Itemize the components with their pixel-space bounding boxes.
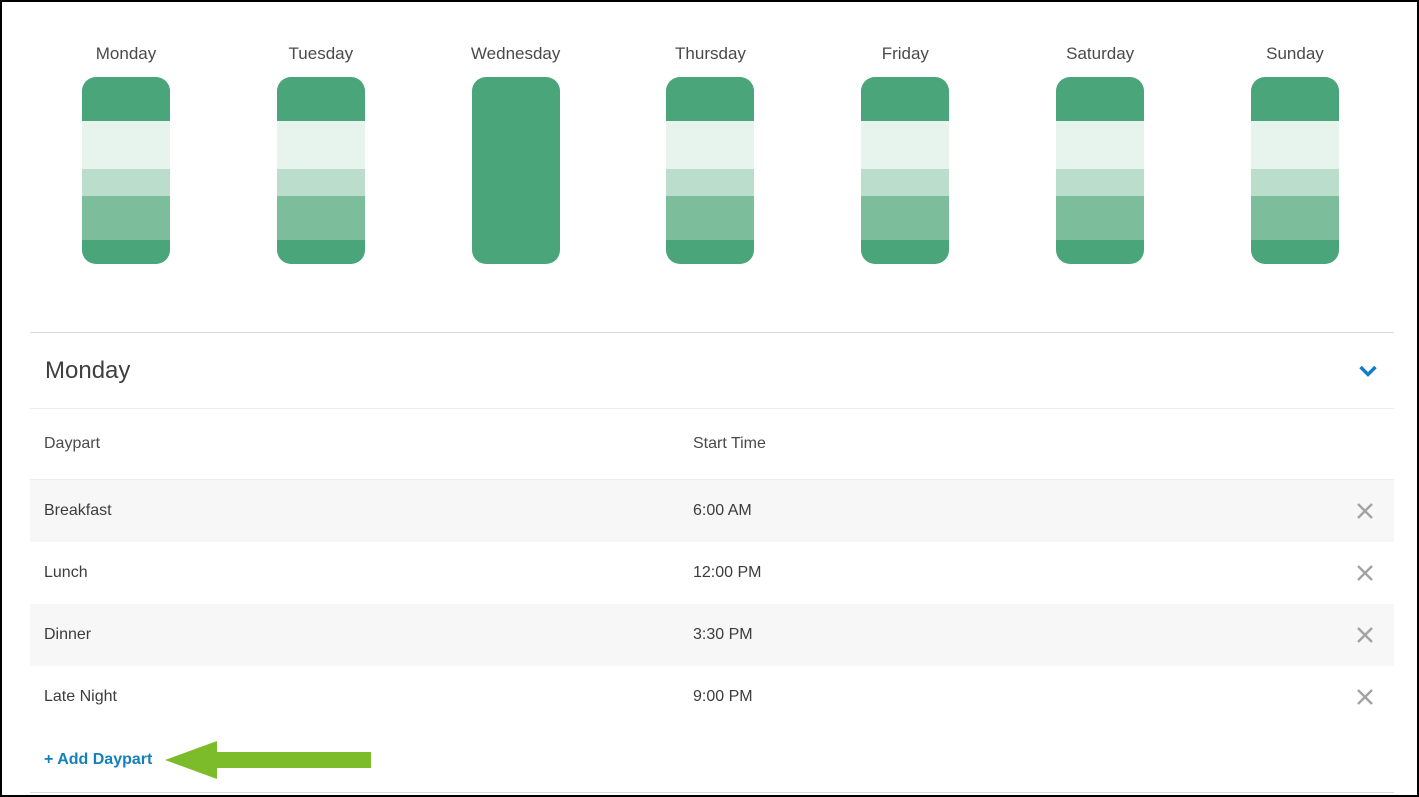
- daypart-segment: [1250, 239, 1339, 264]
- day-schedule-bar[interactable]: [276, 77, 365, 264]
- day-schedule-bar[interactable]: [82, 77, 170, 264]
- daypart-segment: [1056, 120, 1145, 169]
- daypart-segment: [861, 239, 950, 264]
- daypart-segment: [1250, 77, 1339, 121]
- daypart-row: Dinner 3:30 PM: [30, 604, 1394, 666]
- delete-daypart-button[interactable]: [1353, 685, 1377, 709]
- chevron-down-icon[interactable]: [1358, 365, 1378, 377]
- day-schedule-bar[interactable]: [666, 77, 755, 264]
- column-header-start-time: Start Time: [693, 435, 766, 452]
- daypart-segment: [1250, 168, 1339, 196]
- day-section-header[interactable]: Monday: [30, 332, 1394, 409]
- daypart-segment: [276, 77, 365, 121]
- daypart-segment: [861, 195, 950, 240]
- daypart-segment: [861, 168, 950, 196]
- daypart-segment: [861, 77, 950, 121]
- x-icon: [1357, 627, 1373, 643]
- daypart-segment: [1056, 168, 1145, 196]
- daypart-segment: [666, 77, 755, 121]
- day-schedule-bar[interactable]: [861, 77, 950, 264]
- daypart-segment: [276, 168, 365, 196]
- x-icon: [1357, 565, 1373, 581]
- week-overview: Monday Tuesday Wednesday Thursday Friday…: [61, 44, 1360, 264]
- day-label: Tuesday: [288, 44, 354, 63]
- day-column: Sunday: [1230, 44, 1360, 264]
- daypart-segment: [276, 195, 365, 240]
- daypart-segment: [82, 239, 170, 264]
- daypart-name-cell[interactable]: Late Night: [44, 688, 117, 705]
- daypart-segment: [1250, 120, 1339, 169]
- day-column: Tuesday: [256, 44, 386, 264]
- day-column: Wednesday: [451, 44, 581, 264]
- daypart-name-cell[interactable]: Dinner: [44, 626, 92, 643]
- daypart-segment: [666, 120, 755, 169]
- delete-daypart-button[interactable]: [1353, 499, 1377, 523]
- daypart-row: Late Night 9:00 PM: [30, 666, 1394, 728]
- add-daypart-link[interactable]: + Add Daypart: [44, 751, 153, 768]
- column-header-daypart: Daypart: [44, 435, 101, 452]
- day-schedule-bar[interactable]: [1056, 77, 1145, 264]
- daypart-segment: [666, 239, 755, 264]
- daypart-segment: [1056, 239, 1145, 264]
- daypart-segment: [471, 77, 560, 264]
- daypart-table-body: Breakfast 6:00 AM Lunch 12:00 PM: [30, 480, 1394, 728]
- daypart-segment: [82, 195, 170, 240]
- day-section-title: Monday: [45, 356, 131, 384]
- annotation-arrow-icon: [165, 740, 372, 780]
- daypart-segment: [276, 239, 365, 264]
- day-label: Friday: [881, 44, 929, 63]
- daypart-segment: [1250, 195, 1339, 240]
- day-schedule-bar[interactable]: [1250, 77, 1339, 264]
- daypart-segment: [666, 168, 755, 196]
- day-detail-section: Monday Daypart Start Time Breakfast 6:00…: [30, 332, 1394, 793]
- daypart-segment: [276, 120, 365, 169]
- day-label: Saturday: [1066, 44, 1135, 63]
- day-column: Monday: [61, 44, 191, 264]
- daypart-segment: [861, 120, 950, 169]
- daypart-segment: [82, 168, 170, 196]
- day-column: Saturday: [1035, 44, 1165, 264]
- x-icon: [1357, 503, 1373, 519]
- day-column: Friday: [840, 44, 970, 264]
- daypart-start-time-cell[interactable]: 3:30 PM: [693, 626, 753, 643]
- daypart-segment: [1056, 195, 1145, 240]
- daypart-name-cell[interactable]: Lunch: [44, 564, 88, 581]
- daypart-name-cell[interactable]: Breakfast: [44, 502, 112, 519]
- daypart-segment: [666, 195, 755, 240]
- delete-daypart-button[interactable]: [1353, 561, 1377, 585]
- daypart-start-time-cell[interactable]: 6:00 AM: [693, 502, 752, 519]
- x-icon: [1357, 689, 1373, 705]
- day-schedule-bar[interactable]: [471, 77, 560, 264]
- daypart-row: Lunch 12:00 PM: [30, 542, 1394, 604]
- daypart-segment: [82, 120, 170, 169]
- daypart-start-time-cell[interactable]: 9:00 PM: [693, 688, 753, 705]
- daypart-start-time-cell[interactable]: 12:00 PM: [693, 564, 762, 581]
- daypart-segment: [1056, 77, 1145, 121]
- daypart-row: Breakfast 6:00 AM: [30, 480, 1394, 542]
- daypart-segment: [82, 77, 170, 121]
- day-label: Wednesday: [470, 44, 561, 63]
- next-section-divider: [30, 792, 1394, 793]
- day-label: Thursday: [675, 44, 746, 63]
- add-daypart-row: + Add Daypart: [30, 740, 1394, 780]
- day-label: Monday: [95, 44, 157, 63]
- day-label: Sunday: [1266, 44, 1324, 63]
- delete-daypart-button[interactable]: [1353, 623, 1377, 647]
- daypart-table-header: Daypart Start Time: [30, 409, 1394, 480]
- day-column: Thursday: [645, 44, 775, 264]
